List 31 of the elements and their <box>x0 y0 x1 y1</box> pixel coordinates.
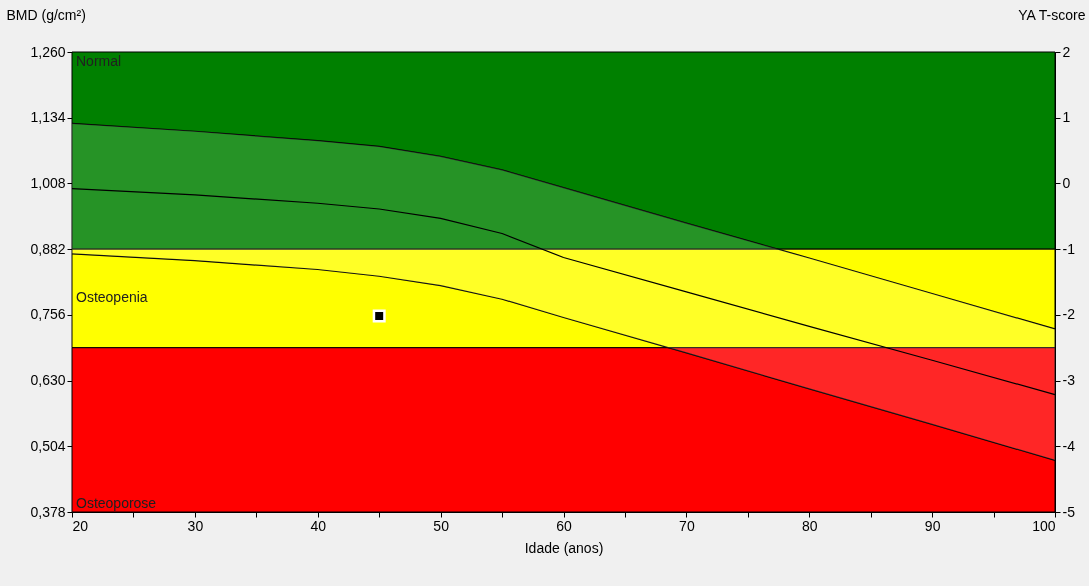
y2-tick-label: 2 <box>1062 43 1071 60</box>
y-tick-label: 0,378 <box>30 503 66 520</box>
y2-tick-label: -2 <box>1062 306 1076 323</box>
y-tick-label: 0,504 <box>30 437 66 454</box>
x-tick-label: 70 <box>679 517 695 534</box>
y-axis-title: BMD (g/cm²) <box>6 6 86 23</box>
y2-tick-label: -3 <box>1062 372 1076 389</box>
y2-tick-label: -4 <box>1062 437 1076 454</box>
y-tick-label: 1,260 <box>30 43 66 60</box>
y2-axis-title: YA T-score <box>1018 6 1086 23</box>
x-tick-label: 80 <box>801 517 818 534</box>
x-tick-label: 40 <box>310 517 327 534</box>
y2-tick-label: 0 <box>1062 174 1071 191</box>
y-tick-label: 0,630 <box>30 372 66 389</box>
x-tick-label: 50 <box>433 517 450 534</box>
y2-tick-label: 1 <box>1062 109 1071 126</box>
x-tick-label: 90 <box>924 517 941 534</box>
y2-tick-label: -5 <box>1062 503 1076 520</box>
y-tick-label: 0,882 <box>30 240 66 257</box>
band-label: Normal <box>76 53 122 69</box>
x-tick-label: 100 <box>1032 517 1056 534</box>
y-tick-label: 0,756 <box>30 306 66 323</box>
y-tick-label: 1,134 <box>30 109 66 126</box>
x-tick-label: 20 <box>72 517 89 534</box>
x-tick-label: 30 <box>187 517 204 534</box>
band-label: Osteoporose <box>76 495 157 511</box>
x-axis-title: Idade (anos) <box>524 539 604 556</box>
y2-tick-label: -1 <box>1062 240 1076 257</box>
y-tick-label: 1,008 <box>30 174 66 191</box>
x-tick-label: 60 <box>556 517 572 534</box>
band-label: Osteopenia <box>76 289 148 306</box>
